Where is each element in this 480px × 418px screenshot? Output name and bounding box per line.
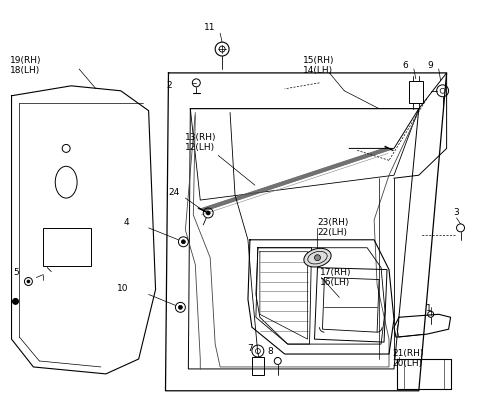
Circle shape bbox=[314, 255, 321, 261]
Text: 19(RH)
18(LH): 19(RH) 18(LH) bbox=[10, 56, 41, 75]
Text: 4: 4 bbox=[123, 218, 129, 227]
Text: 11: 11 bbox=[204, 23, 216, 32]
Text: 6: 6 bbox=[402, 61, 408, 70]
Text: 13(RH)
12(LH): 13(RH) 12(LH) bbox=[185, 133, 217, 152]
Text: 23(RH)
22(LH): 23(RH) 22(LH) bbox=[317, 218, 349, 237]
Circle shape bbox=[12, 298, 19, 304]
Bar bbox=[409, 81, 423, 103]
Bar bbox=[252, 357, 264, 375]
Circle shape bbox=[27, 280, 30, 283]
Ellipse shape bbox=[304, 248, 331, 267]
Text: 2: 2 bbox=[167, 81, 172, 90]
Text: 5: 5 bbox=[13, 268, 19, 277]
Text: 9: 9 bbox=[428, 61, 433, 70]
Circle shape bbox=[181, 240, 185, 244]
Circle shape bbox=[206, 211, 210, 215]
Bar bbox=[43, 228, 91, 265]
Text: 3: 3 bbox=[454, 208, 459, 217]
Text: 21(RH)
20(LH): 21(RH) 20(LH) bbox=[392, 349, 423, 368]
Text: 15(RH)
14(LH): 15(RH) 14(LH) bbox=[302, 56, 334, 75]
Text: 24: 24 bbox=[168, 188, 180, 197]
Text: 8: 8 bbox=[267, 347, 273, 356]
Text: 1: 1 bbox=[426, 304, 432, 314]
Text: 7: 7 bbox=[247, 344, 253, 353]
Text: 17(RH)
16(LH): 17(RH) 16(LH) bbox=[320, 268, 351, 287]
Circle shape bbox=[179, 306, 182, 309]
Text: 10: 10 bbox=[117, 285, 129, 293]
